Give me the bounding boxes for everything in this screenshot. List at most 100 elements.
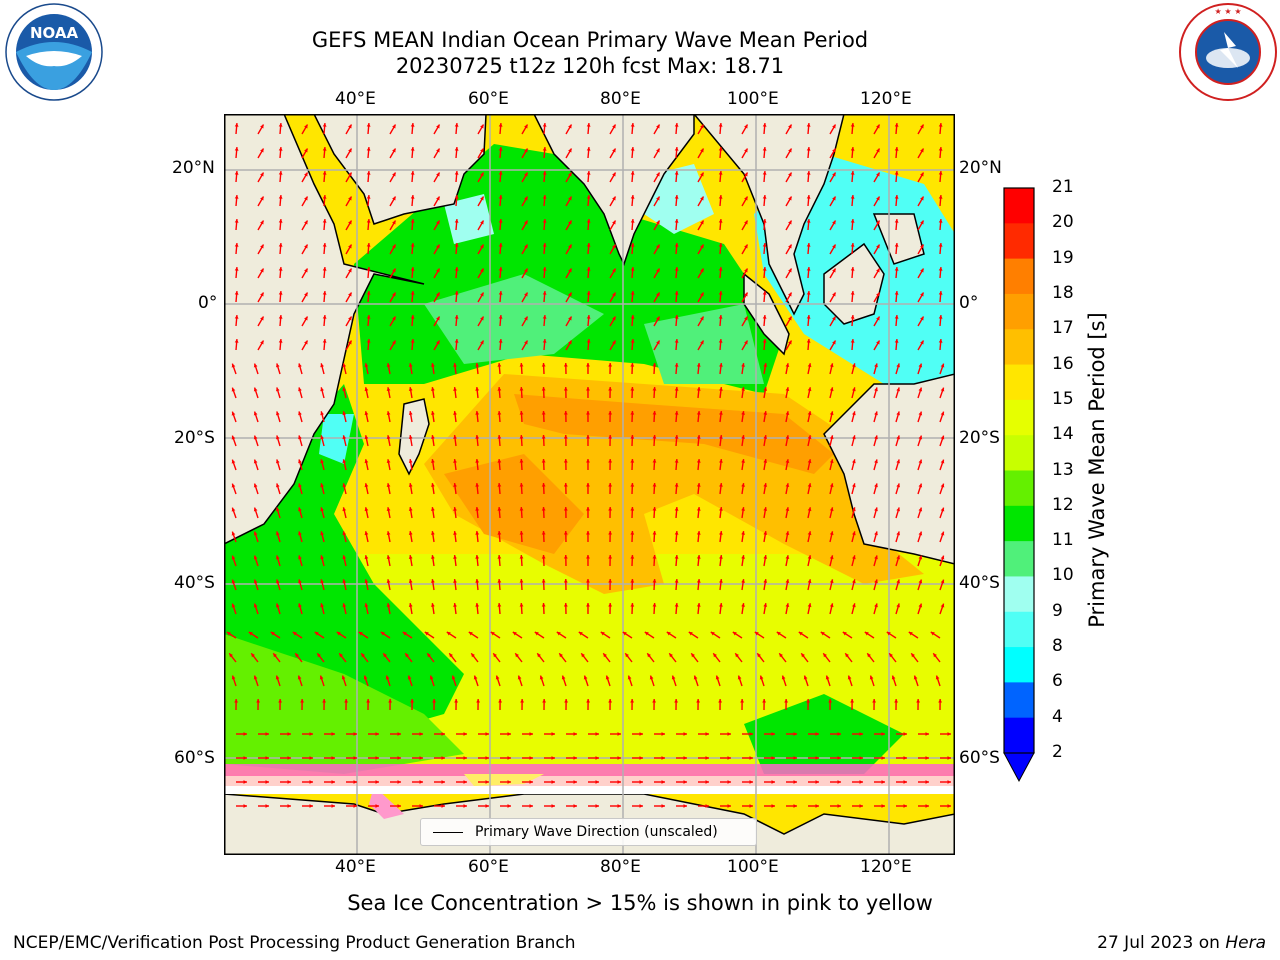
wave-direction-arrowhead — [719, 387, 723, 391]
wave-direction-arrowhead — [278, 123, 283, 127]
wave-direction-arrowhead — [896, 483, 900, 488]
wave-direction-arrowhead — [652, 531, 657, 535]
wave-direction-arrowhead — [298, 363, 302, 368]
wave-direction-arrowhead — [314, 631, 319, 636]
wave-direction-arrowhead — [275, 363, 280, 368]
wave-direction-arrowhead — [837, 756, 841, 760]
wave-direction-arrowhead — [275, 531, 280, 536]
wave-direction-arrowhead — [260, 124, 264, 129]
wave-direction-arrowhead — [630, 243, 635, 247]
wave-direction-arrowhead — [785, 459, 790, 463]
wave-direction-arrowhead — [683, 756, 687, 760]
wave-direction-arrowhead — [364, 435, 369, 440]
wave-direction-arrowhead — [578, 631, 583, 636]
wave-direction-arrowhead — [366, 291, 371, 295]
wave-direction-arrowhead — [476, 699, 481, 703]
lon-label-top-60e: 60°E — [468, 89, 509, 109]
wave-direction-arrowhead — [568, 196, 572, 201]
wave-direction-arrowhead — [586, 195, 591, 199]
wave-direction-arrowhead — [424, 631, 429, 636]
wave-direction-arrowhead — [656, 220, 660, 225]
wave-direction-arrowhead — [649, 675, 654, 680]
wave-direction-arrowhead — [630, 219, 635, 223]
wave-direction-arrowhead — [364, 603, 369, 608]
wave-direction-arrowhead — [586, 579, 590, 583]
wave-direction-arrowhead — [298, 435, 302, 440]
wave-direction-arrowhead — [807, 531, 812, 536]
wave-direction-arrowhead — [563, 459, 568, 463]
wave-direction-arrowhead — [320, 435, 324, 440]
wave-direction-arrowhead — [763, 435, 768, 439]
wave-direction-arrowhead — [583, 675, 588, 680]
wave-direction-arrowhead — [762, 147, 767, 151]
wave-direction-arrowhead — [519, 387, 524, 391]
wave-direction-arrowhead — [287, 804, 291, 808]
wave-direction-arrowhead — [563, 363, 568, 367]
wave-direction-arrowhead — [304, 244, 308, 249]
wave-direction-arrowhead — [859, 780, 863, 784]
wave-direction-arrowhead — [498, 291, 503, 295]
wave-direction-arrowhead — [832, 124, 836, 129]
wave-direction-arrowhead — [630, 339, 635, 343]
wave-direction-arrowhead — [563, 483, 568, 487]
wave-direction-arrowhead — [741, 411, 745, 415]
wave-direction-arrowhead — [260, 244, 264, 249]
wave-direction-arrowhead — [763, 387, 768, 391]
wave-direction-arrowhead — [674, 507, 679, 511]
wave-direction-arrowhead — [541, 531, 546, 535]
wave-direction-arrowhead — [661, 756, 665, 760]
wave-direction-arrowhead — [436, 148, 440, 153]
wave-direction-arrowhead — [480, 340, 484, 345]
wave-direction-arrowhead — [348, 316, 352, 321]
wave-direction-arrowhead — [243, 756, 247, 760]
wave-direction-arrowhead — [785, 411, 790, 415]
wave-direction-arrowhead — [366, 267, 371, 271]
wave-direction-arrowhead — [595, 732, 599, 736]
wave-direction-arrowhead — [322, 243, 327, 247]
wave-direction-arrowhead — [696, 579, 701, 583]
wave-direction-arrowhead — [918, 603, 923, 608]
wave-direction-arrowhead — [918, 507, 923, 512]
wave-direction-arrowhead — [612, 244, 616, 249]
colorbar-tick-label: 6 — [1052, 671, 1063, 692]
wave-direction-arrowhead — [454, 267, 459, 271]
wave-direction-arrowhead — [696, 699, 701, 703]
colorbar-extend-triangle — [1003, 752, 1035, 783]
wave-direction-arrowhead — [336, 631, 341, 636]
wave-direction-arrowhead — [683, 804, 687, 808]
wave-direction-arrowhead — [806, 339, 811, 343]
wave-direction-arrowhead — [451, 675, 456, 680]
wave-direction-arrowhead — [741, 483, 745, 487]
wave-direction-arrowhead — [436, 244, 440, 249]
wave-direction-arrowhead — [475, 387, 480, 391]
wave-direction-arrowhead — [498, 195, 503, 199]
colorbar-segment — [1004, 399, 1034, 436]
wave-direction-arrowhead — [408, 363, 413, 367]
wave-direction-arrowhead — [700, 148, 704, 153]
wave-direction-arrowhead — [896, 411, 900, 416]
wave-direction-arrowhead — [358, 631, 363, 636]
wave-direction-arrowhead — [454, 195, 459, 199]
wave-direction-arrowhead — [705, 732, 709, 736]
wave-direction-arrowhead — [700, 244, 704, 249]
wave-direction-arrowhead — [916, 699, 921, 703]
wave-direction-arrowhead — [542, 267, 547, 271]
wave-direction-arrowhead — [231, 579, 236, 584]
wave-direction-arrowhead — [586, 339, 591, 343]
wave-direction-arrowhead — [586, 435, 590, 439]
wave-direction-arrowhead — [829, 411, 834, 416]
wave-direction-arrowhead — [231, 507, 236, 512]
wave-direction-arrowhead — [366, 195, 371, 199]
wave-direction-arrowhead — [608, 603, 613, 607]
wave-direction-arrowhead — [320, 363, 324, 368]
wave-direction-arrowhead — [696, 531, 701, 535]
wave-direction-arrowhead — [876, 220, 880, 225]
wave-direction-arrowhead — [226, 631, 231, 636]
wave-direction-arrowhead — [541, 483, 546, 487]
wave-direction-arrowhead — [793, 756, 797, 760]
wave-direction-arrowhead — [744, 268, 748, 273]
wave-direction-arrowhead — [674, 411, 679, 415]
wave-direction-arrowhead — [608, 555, 613, 559]
wave-direction-arrowhead — [788, 268, 792, 273]
wave-direction-arrowhead — [529, 732, 533, 736]
